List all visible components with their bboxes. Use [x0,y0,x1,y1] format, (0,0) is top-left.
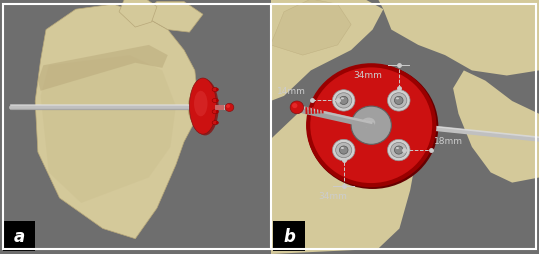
Circle shape [340,146,348,154]
Text: 34mm: 34mm [319,191,348,200]
Polygon shape [453,71,539,183]
Polygon shape [141,3,203,33]
Ellipse shape [362,118,375,128]
Ellipse shape [189,79,217,135]
Polygon shape [38,46,168,91]
Circle shape [336,143,352,158]
Circle shape [225,104,234,112]
Circle shape [388,90,410,112]
Ellipse shape [212,99,218,103]
Ellipse shape [212,121,218,125]
Ellipse shape [212,88,218,92]
Polygon shape [35,5,197,239]
Text: b: b [284,227,295,245]
Circle shape [336,93,352,109]
Polygon shape [378,0,539,76]
Circle shape [391,93,407,109]
Polygon shape [271,0,383,102]
Circle shape [395,97,403,105]
Ellipse shape [194,91,208,117]
Ellipse shape [216,100,219,103]
Ellipse shape [188,90,210,126]
Text: a: a [13,227,25,245]
Circle shape [391,143,407,158]
Circle shape [290,102,303,114]
Circle shape [308,66,434,185]
Ellipse shape [396,147,399,149]
Polygon shape [40,56,176,203]
Polygon shape [271,0,351,56]
Circle shape [292,104,298,109]
Ellipse shape [216,111,219,114]
Text: 18mm: 18mm [434,136,462,145]
Ellipse shape [341,98,344,100]
FancyBboxPatch shape [3,221,35,251]
Circle shape [226,105,230,108]
Circle shape [388,140,410,161]
Ellipse shape [341,147,344,149]
FancyBboxPatch shape [273,221,306,251]
Circle shape [333,140,355,161]
Circle shape [307,65,438,189]
Circle shape [340,97,348,105]
Ellipse shape [216,89,219,92]
Ellipse shape [327,74,413,180]
Text: 34mm: 34mm [354,71,383,80]
Polygon shape [119,0,157,28]
Ellipse shape [212,110,218,114]
Circle shape [333,90,355,112]
Ellipse shape [216,122,219,125]
Circle shape [351,107,391,145]
Ellipse shape [191,80,219,136]
Ellipse shape [396,98,399,100]
Text: 14mm: 14mm [277,87,306,96]
Circle shape [395,146,403,154]
Polygon shape [271,102,418,254]
